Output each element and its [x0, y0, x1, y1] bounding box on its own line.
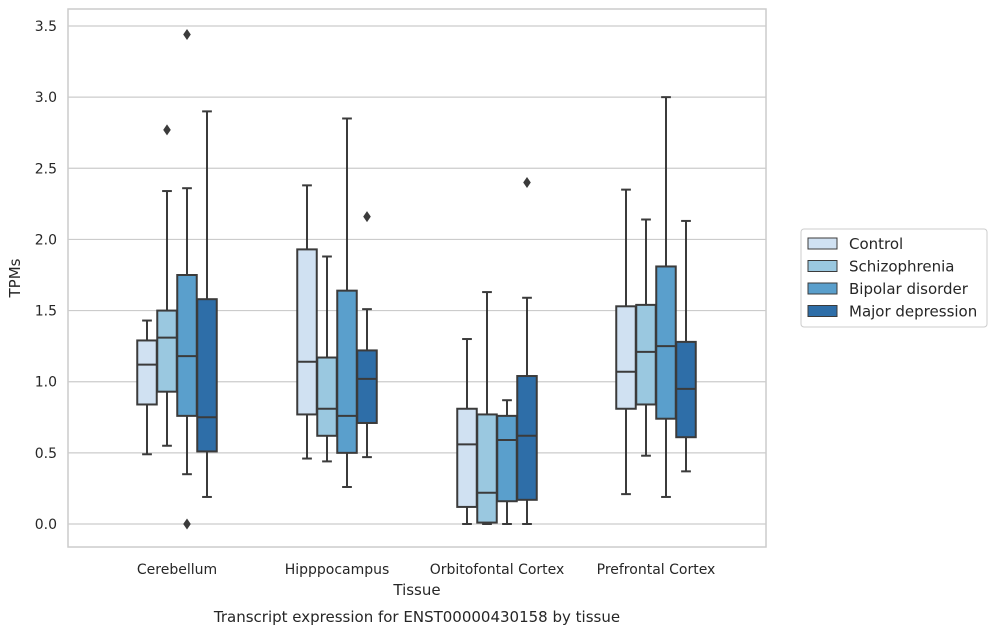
- box: [336, 117, 358, 489]
- box: [136, 319, 158, 456]
- legend-swatch: [807, 260, 838, 272]
- box: [316, 255, 338, 463]
- box-iqr: [136, 339, 158, 406]
- box-iqr: [615, 305, 637, 410]
- legend-frame: [800, 228, 988, 328]
- box-iqr: [476, 413, 498, 524]
- box: [635, 218, 657, 457]
- box: [675, 219, 697, 473]
- boxes: [136, 29, 697, 530]
- y-axis-label: TPMs: [6, 258, 24, 298]
- box: [196, 110, 218, 498]
- y-axis: 0.0 0.5 1.0 1.5 2.0 2.5 3.0 3.5: [35, 19, 57, 533]
- legend: Control Schizophrenia Bipolar disorder Majo…: [800, 228, 988, 328]
- y-tick-label: 0.0: [35, 517, 57, 533]
- x-tick-label: Hipppocampus: [285, 562, 390, 578]
- box: [615, 188, 637, 496]
- y-tick-label: 1.0: [35, 375, 57, 391]
- box-iqr: [356, 349, 378, 424]
- box-iqr: [196, 298, 218, 453]
- box: [516, 177, 538, 525]
- outlier-point: [183, 29, 191, 41]
- legend-label: Schizophrenia: [849, 258, 954, 276]
- box-iqr: [316, 356, 338, 437]
- x-tick-label: Orbitofontal Cortex: [430, 562, 565, 578]
- box-iqr: [156, 309, 178, 393]
- box: [476, 291, 498, 525]
- box-iqr: [336, 289, 358, 454]
- box-iqr: [456, 407, 478, 508]
- outlier-point: [523, 177, 531, 189]
- box-iqr: [516, 375, 538, 501]
- plot-area: [67, 8, 767, 548]
- legend-swatch: [807, 282, 838, 295]
- box-iqr: [176, 274, 198, 417]
- x-tick-label: Cerebellum: [137, 562, 217, 578]
- x-tick-label: Prefrontal Cortex: [597, 562, 716, 578]
- box: [496, 399, 518, 525]
- legend-label: Bipolar disorder: [849, 280, 969, 298]
- legend-label: Control: [849, 235, 903, 253]
- legend-label: Major depression: [849, 303, 977, 321]
- outlier-point: [163, 124, 171, 136]
- outlier-point: [363, 211, 371, 223]
- y-tick-label: 2.0: [35, 232, 57, 248]
- legend-swatch: [807, 237, 838, 250]
- legend-swatch: [807, 305, 838, 317]
- y-tick-label: 3.0: [35, 90, 57, 106]
- outlier-point: [183, 518, 191, 530]
- box-iqr: [496, 414, 518, 503]
- box-iqr: [655, 265, 677, 420]
- box-iqr: [635, 303, 657, 406]
- box: [655, 96, 677, 498]
- box: [356, 211, 378, 459]
- box: [156, 124, 178, 447]
- chart-caption: Transcript expression for ENST0000043015…: [213, 608, 620, 626]
- y-tick-label: 3.5: [35, 19, 57, 35]
- x-axis: Cerebellum Hipppocampus Orbitofontal Corte…: [137, 562, 715, 578]
- y-tick-label: 1.5: [35, 304, 57, 320]
- box: [456, 338, 478, 525]
- x-axis-label: Tissue: [392, 581, 440, 599]
- y-tick-label: 2.5: [35, 161, 57, 177]
- y-tick-label: 0.5: [35, 446, 57, 462]
- box: [296, 184, 318, 460]
- box-iqr: [296, 248, 318, 416]
- box: [176, 29, 198, 530]
